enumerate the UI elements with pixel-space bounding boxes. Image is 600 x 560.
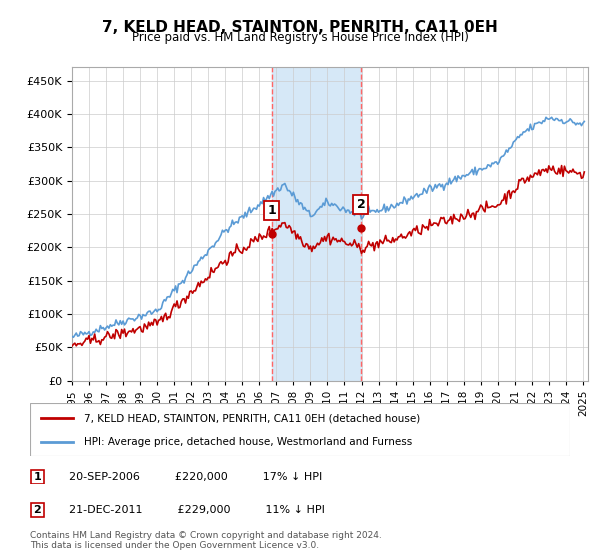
Text: Contains HM Land Registry data © Crown copyright and database right 2024.
This d: Contains HM Land Registry data © Crown c…	[30, 530, 382, 550]
Text: 1: 1	[267, 204, 276, 217]
Text: 7, KELD HEAD, STAINTON, PENRITH, CA11 0EH: 7, KELD HEAD, STAINTON, PENRITH, CA11 0E…	[102, 20, 498, 35]
Text: 2: 2	[34, 505, 41, 515]
Bar	[272, 67, 361, 381]
Text: 21-DEC-2011          £229,000          11% ↓ HPI: 21-DEC-2011 £229,000 11% ↓ HPI	[69, 505, 325, 515]
FancyBboxPatch shape	[31, 469, 44, 484]
Text: 7, KELD HEAD, STAINTON, PENRITH, CA11 0EH (detached house): 7, KELD HEAD, STAINTON, PENRITH, CA11 0E…	[84, 413, 420, 423]
Text: Price paid vs. HM Land Registry's House Price Index (HPI): Price paid vs. HM Land Registry's House …	[131, 31, 469, 44]
FancyBboxPatch shape	[31, 503, 44, 517]
FancyBboxPatch shape	[30, 403, 570, 456]
Text: HPI: Average price, detached house, Westmorland and Furness: HPI: Average price, detached house, West…	[84, 436, 412, 446]
Text: 2: 2	[356, 198, 365, 211]
Text: 1: 1	[34, 472, 41, 482]
Text: 20-SEP-2006          £220,000          17% ↓ HPI: 20-SEP-2006 £220,000 17% ↓ HPI	[69, 472, 322, 482]
